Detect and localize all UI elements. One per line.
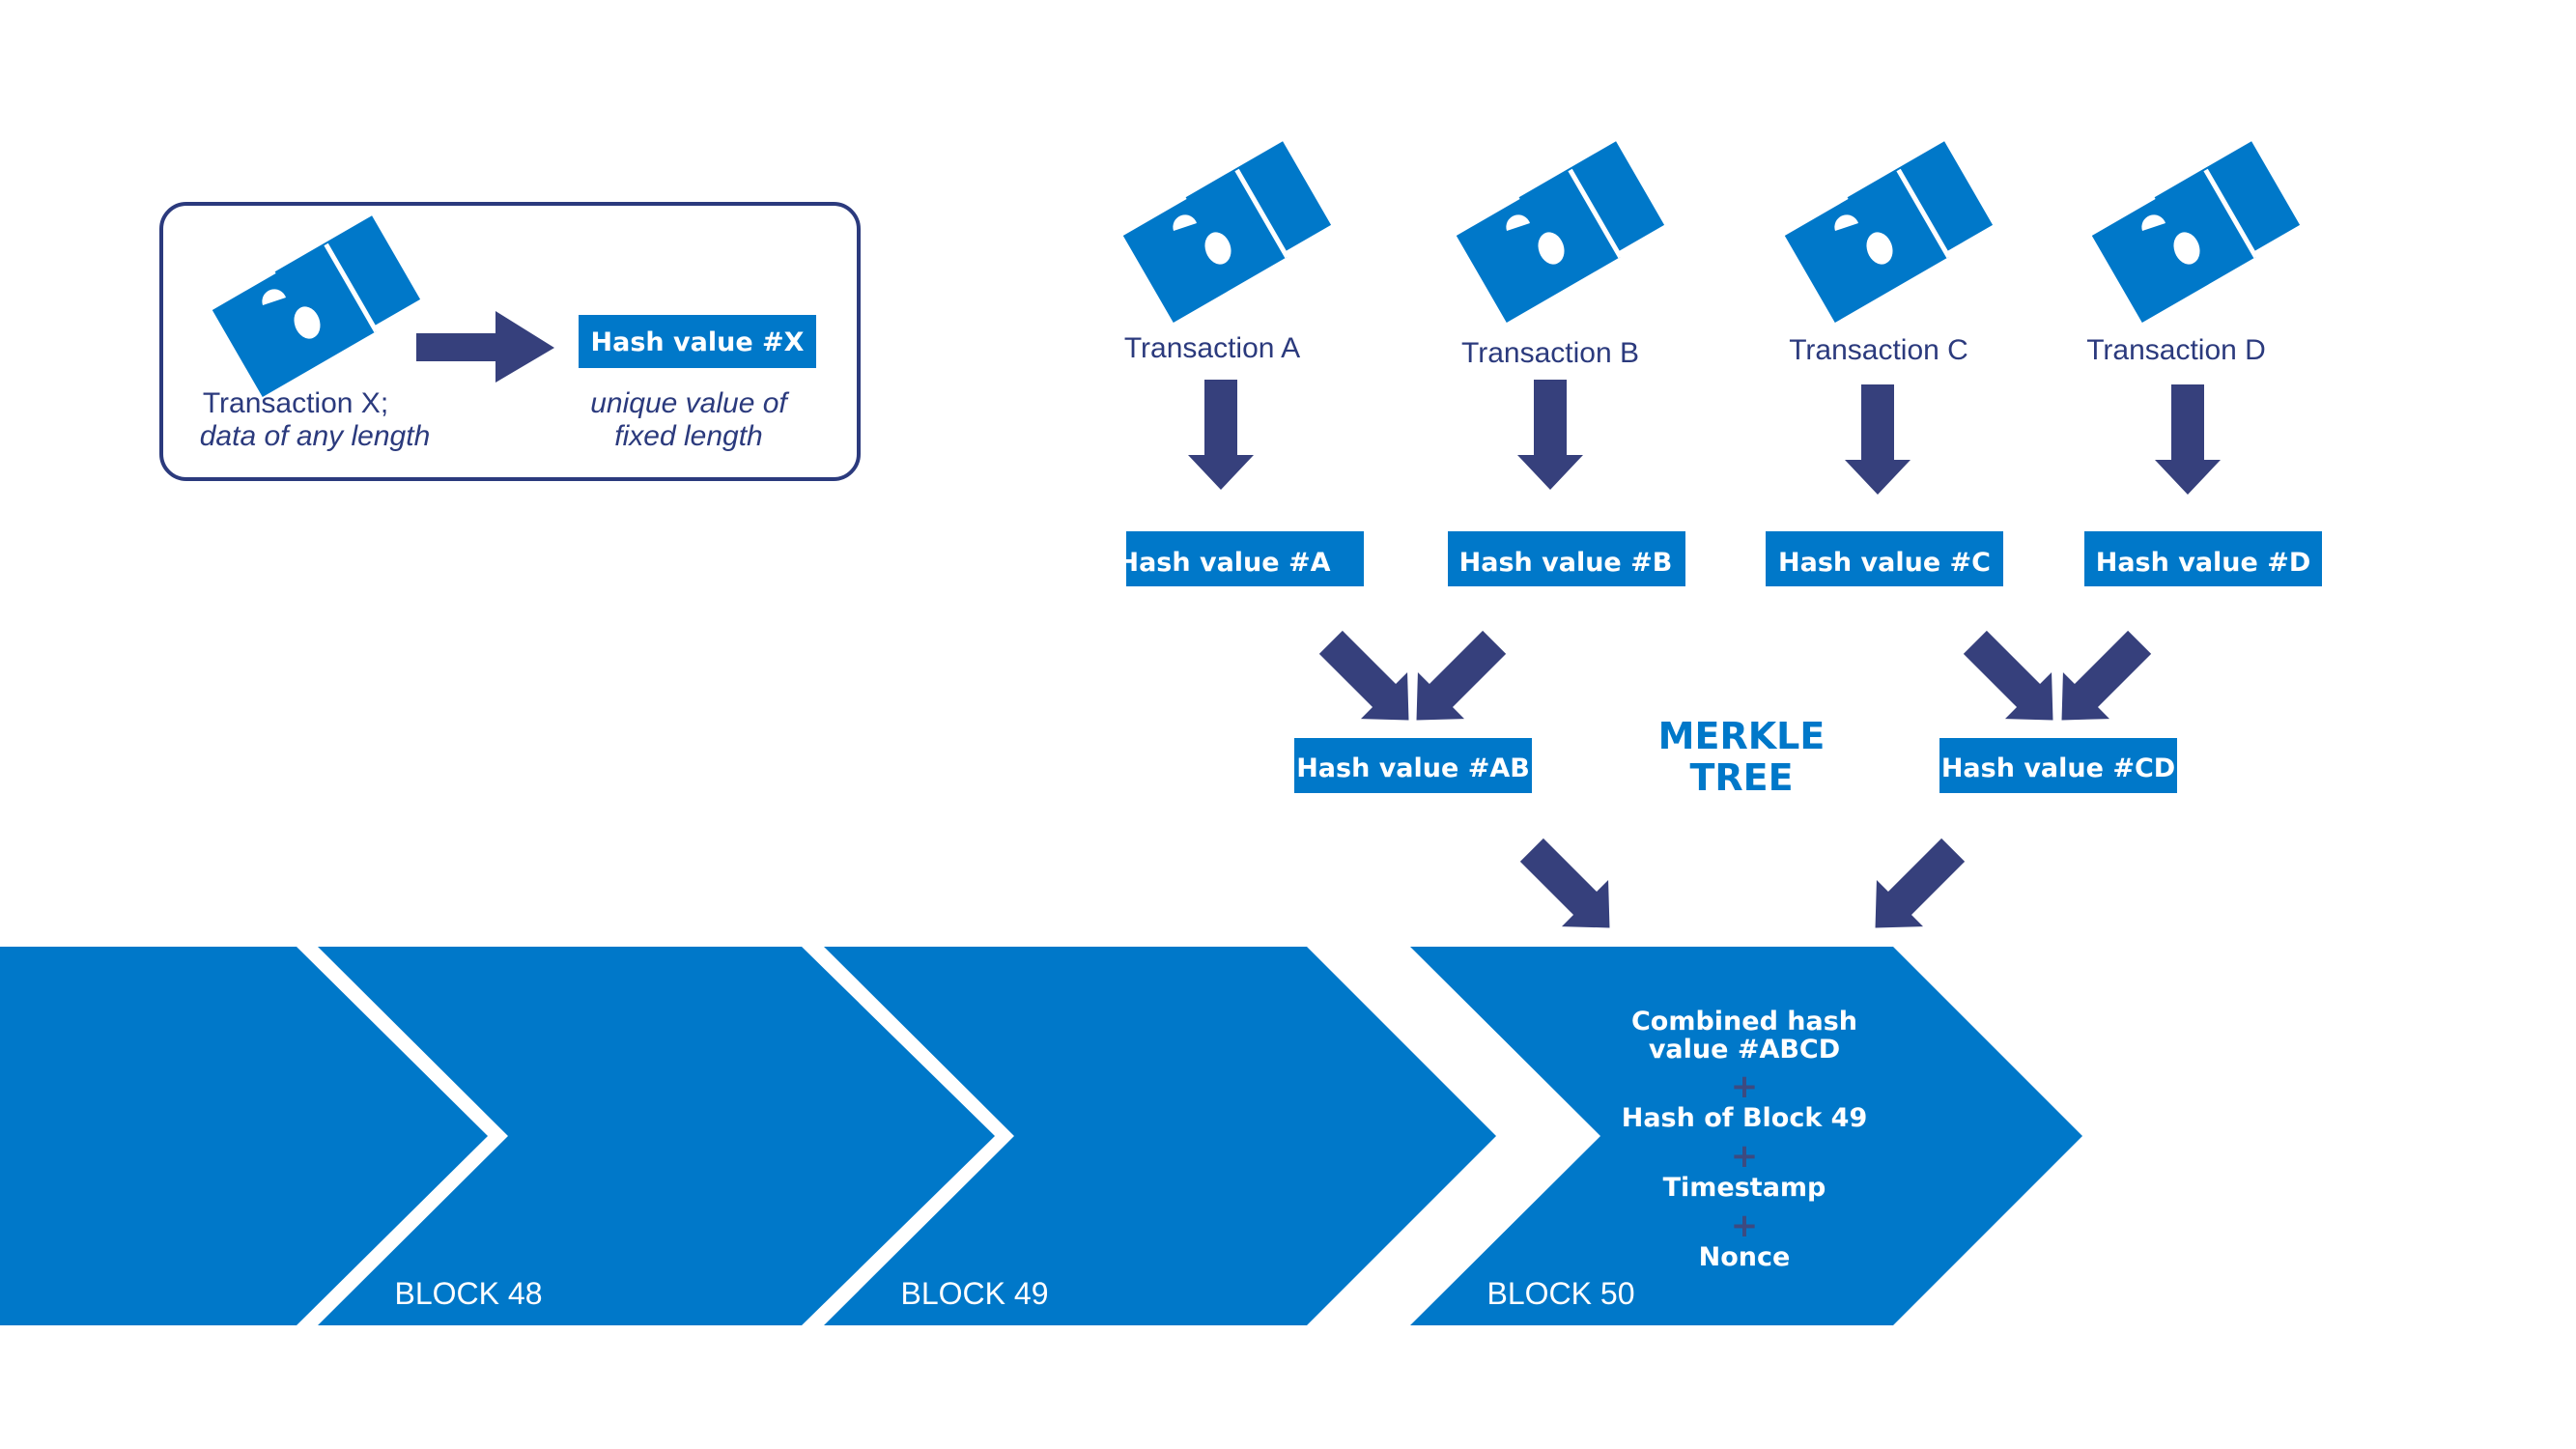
block-48-label: BLOCK 48 (395, 1276, 543, 1311)
arrow-down-icon (2155, 384, 2221, 495)
legend-hash-caption-line1: unique value of (590, 387, 789, 419)
ticket-icon (1785, 141, 1993, 323)
block-48-chevron (318, 947, 995, 1325)
hash-label: Hash value #AB (1296, 753, 1530, 783)
plus-sign: + (1731, 1067, 1759, 1106)
legend-hash-caption-line2: fixed length (614, 420, 762, 452)
arrow-diagonal-icon (1852, 826, 1977, 952)
merkle-tree-title-line2: TREE (1689, 756, 1793, 799)
hash-box-cd: Hash value #CD (1939, 738, 2177, 793)
block-50-label: BLOCK 50 (1487, 1276, 1635, 1311)
transaction-c: Transaction C (1785, 141, 1993, 366)
block-49-label: BLOCK 49 (901, 1276, 1049, 1311)
plus-sign: + (1731, 1207, 1759, 1245)
arrow-diagonal-icon (1951, 618, 2077, 744)
legend-hash-box (579, 315, 816, 368)
legend-hash-label: Hash value #X (591, 327, 805, 357)
arrow-down-icon (1188, 380, 1254, 490)
arrow-diagonal-icon (1393, 618, 1518, 744)
arrow-diagonal-icon (1307, 618, 1432, 744)
transaction-d: Transaction D (2086, 141, 2300, 366)
block-50-chevron (1410, 947, 2082, 1325)
arrow-down-icon (1517, 380, 1583, 490)
transaction-label: Transaction C (1789, 334, 1968, 366)
ticket-icon (1123, 141, 1331, 323)
hash-label: Hash value #C (1778, 548, 1991, 578)
transaction-label: Transaction B (1461, 337, 1639, 369)
block-47-chevron (0, 947, 488, 1325)
merkle-tree-title-line1: MERKLE (1658, 715, 1826, 757)
block-chain: BLOCK 48 BLOCK 49 BLOCK 50 Combined hash… (0, 947, 2082, 1325)
legend-panel: Hash value #X Transaction X; data of any… (159, 202, 861, 481)
transaction-label: Transaction D (2086, 334, 2266, 366)
legend-transaction-line2: data of any length (200, 420, 431, 452)
hash-label: Hash value #A (1117, 548, 1330, 578)
combined-hash-line1: Combined hash (1631, 1007, 1857, 1037)
hash-label: Hash value #D (2096, 548, 2311, 578)
block-50-contents: Combined hash value #ABCD + Hash of Bloc… (1622, 1007, 1868, 1272)
plus-sign: + (1731, 1137, 1759, 1176)
arrow-diagonal-icon (1508, 826, 1633, 952)
transaction-b: Transaction B (1457, 141, 1664, 369)
hash-label: Hash value #CD (1941, 753, 2175, 783)
arrow-right-icon (416, 311, 554, 383)
hash-box-a: Hash value #A (1117, 531, 1364, 586)
block-49-chevron (824, 947, 1496, 1325)
hash-box-ab: Hash value #AB (1294, 738, 1532, 793)
combined-hash-line2: value #ABCD (1649, 1035, 1840, 1065)
hash-label: Hash value #B (1459, 548, 1673, 578)
hash-box-b: Hash value #B (1448, 531, 1685, 586)
hash-box-c: Hash value #C (1766, 531, 2003, 586)
arrow-down-icon (1845, 384, 1911, 495)
transaction-a: Transaction A (1123, 141, 1331, 364)
arrow-diagonal-icon (2038, 618, 2164, 744)
nonce: Nonce (1699, 1242, 1791, 1272)
previous-block-hash: Hash of Block 49 (1622, 1103, 1868, 1133)
ticket-icon (1457, 141, 1664, 323)
ticket-icon (2092, 141, 2300, 323)
timestamp: Timestamp (1663, 1173, 1826, 1203)
hash-box-d: Hash value #D (2084, 531, 2322, 586)
transaction-label: Transaction A (1124, 332, 1300, 364)
legend-transaction-line1: Transaction X; (203, 387, 388, 419)
